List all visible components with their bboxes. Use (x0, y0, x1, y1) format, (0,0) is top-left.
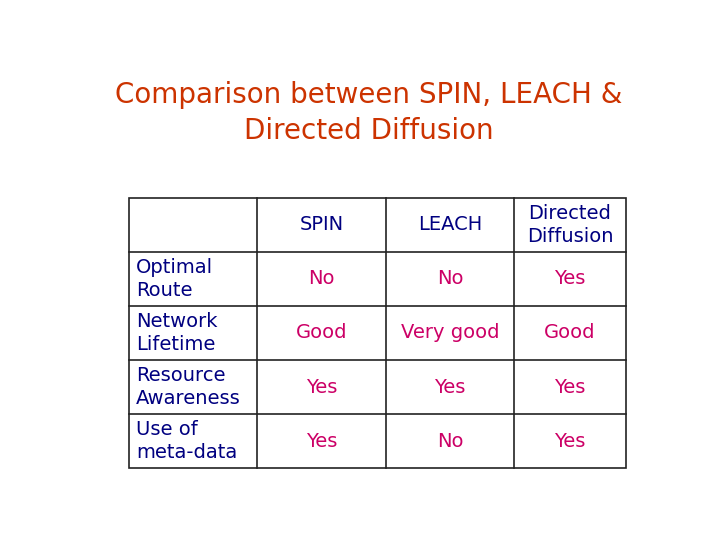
Text: Yes: Yes (554, 269, 585, 288)
Text: Very good: Very good (400, 323, 499, 342)
Text: Yes: Yes (306, 431, 337, 450)
Text: Network
Lifetime: Network Lifetime (136, 312, 217, 354)
Text: LEACH: LEACH (418, 215, 482, 234)
Text: No: No (436, 431, 463, 450)
Text: Optimal
Route: Optimal Route (136, 258, 213, 300)
Text: Comparison between SPIN, LEACH &
Directed Diffusion: Comparison between SPIN, LEACH & Directe… (115, 82, 623, 145)
Text: Yes: Yes (306, 377, 337, 396)
Text: Good: Good (296, 323, 347, 342)
Text: Good: Good (544, 323, 595, 342)
Bar (129, 198, 626, 468)
Text: No: No (436, 269, 463, 288)
Text: Resource
Awareness: Resource Awareness (136, 366, 240, 408)
Text: Yes: Yes (434, 377, 466, 396)
Text: No: No (308, 269, 335, 288)
Text: Yes: Yes (554, 377, 585, 396)
Text: Directed
Diffusion: Directed Diffusion (526, 204, 613, 246)
Text: Yes: Yes (554, 431, 585, 450)
Text: Use of
meta-data: Use of meta-data (136, 420, 237, 462)
Text: SPIN: SPIN (300, 215, 343, 234)
